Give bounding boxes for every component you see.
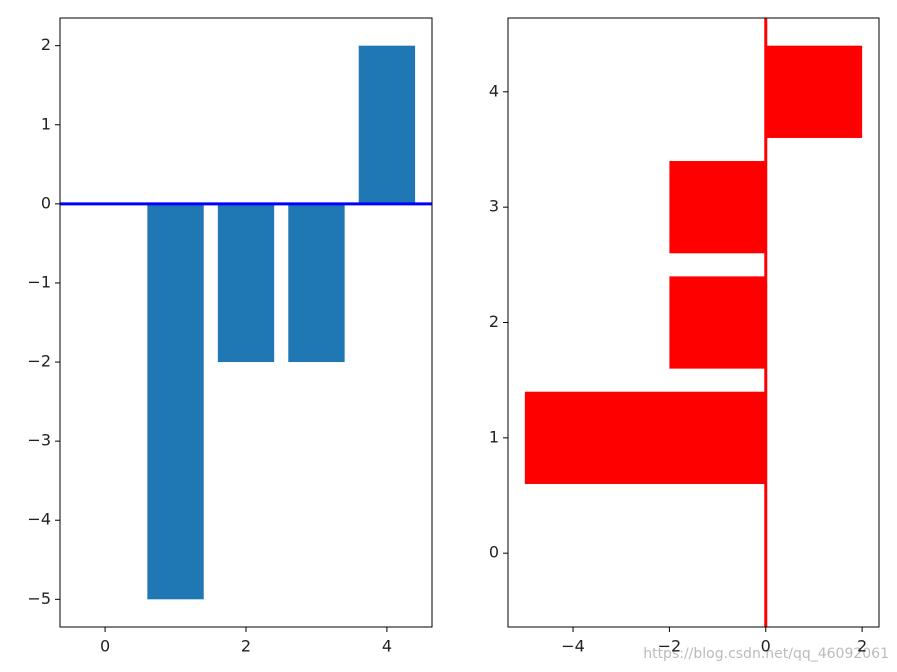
bar xyxy=(147,203,204,600)
bar xyxy=(217,203,275,363)
x-tick-label: −2 xyxy=(658,637,682,656)
bar xyxy=(669,161,766,254)
axes-frame xyxy=(59,17,433,628)
axes-frame xyxy=(507,17,880,628)
x-tick-label: −4 xyxy=(561,637,585,656)
x-tick-label: 2 xyxy=(241,637,251,656)
x-tick-label: 2 xyxy=(857,637,867,656)
y-tick-label: −2 xyxy=(27,352,51,371)
bar xyxy=(524,391,766,484)
x-tick-label: 0 xyxy=(100,637,110,656)
y-tick-label: −4 xyxy=(27,510,51,529)
y-tick-label: −1 xyxy=(27,272,51,291)
y-tick-label: 3 xyxy=(489,197,499,216)
bar xyxy=(765,45,863,138)
y-tick-label: 1 xyxy=(41,114,51,133)
y-tick-label: −3 xyxy=(27,431,51,450)
y-tick-label: 0 xyxy=(41,193,51,212)
y-tick-label: 4 xyxy=(489,81,499,100)
x-tick-label: 0 xyxy=(761,637,771,656)
y-tick-label: 1 xyxy=(489,427,499,446)
y-tick-label: −5 xyxy=(27,589,51,608)
y-tick-label: 2 xyxy=(489,312,499,331)
bar xyxy=(358,45,416,204)
bar xyxy=(669,276,766,369)
y-tick-label: 2 xyxy=(41,35,51,54)
watermark: https://blog.csdn.net/qq_46092061 xyxy=(643,646,889,662)
y-tick-label: 0 xyxy=(489,543,499,562)
x-tick-label: 4 xyxy=(382,637,392,656)
bar xyxy=(288,203,345,363)
